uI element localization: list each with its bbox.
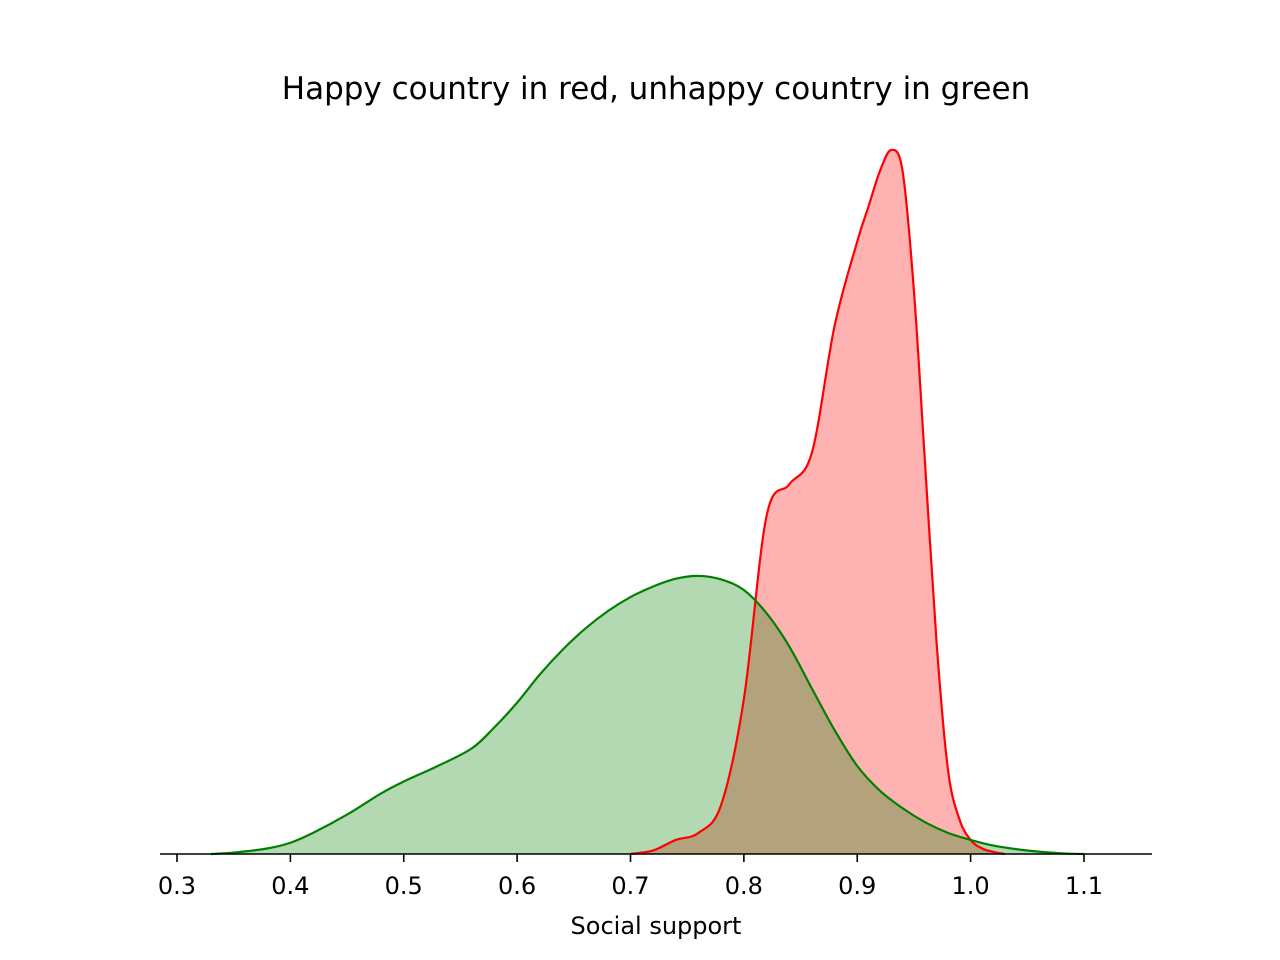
x-tick-label: 0.7 xyxy=(611,872,649,900)
x-axis-ticks: 0.3 0.4 0.5 0.6 0.7 0.8 0.9 1.0 1.1 xyxy=(158,854,1103,900)
x-tick-label: 0.6 xyxy=(498,872,536,900)
x-tick-label: 1.0 xyxy=(952,872,990,900)
x-tick-label: 0.4 xyxy=(271,872,309,900)
x-tick-label: 0.8 xyxy=(725,872,763,900)
x-tick-label: 0.3 xyxy=(158,872,196,900)
x-axis-label: Social support xyxy=(571,912,742,940)
series-layer xyxy=(210,148,1085,856)
series-0-line xyxy=(630,148,1005,856)
x-tick-label: 0.9 xyxy=(838,872,876,900)
x-tick-label: 0.5 xyxy=(385,872,423,900)
x-tick-label: 1.1 xyxy=(1065,872,1103,900)
chart-title: Happy country in red, unhappy country in… xyxy=(282,71,1030,107)
series-0-area xyxy=(630,149,1005,854)
series-1-area xyxy=(211,575,1084,854)
series-1-line xyxy=(210,574,1085,856)
